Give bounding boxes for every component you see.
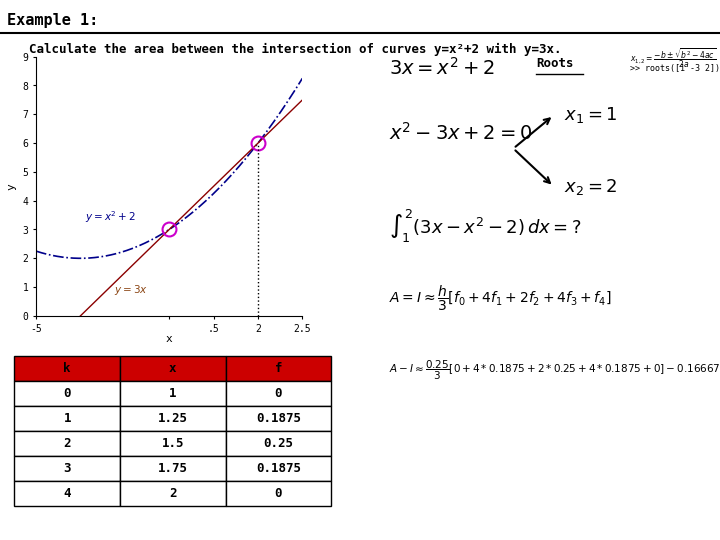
Text: Calculate the area between the intersection of curves y=x²+2 with y=3x.: Calculate the area between the intersect… [29,43,562,56]
Text: >> roots([1 -3 2]): >> roots([1 -3 2]) [630,64,720,73]
Text: $x^2 - 3x + 2 = 0$: $x^2 - 3x + 2 = 0$ [389,122,532,144]
Text: $x_{1,2} = \dfrac{-b \pm \sqrt{b^2 - 4ac}}{2a}$: $x_{1,2} = \dfrac{-b \pm \sqrt{b^2 - 4ac… [630,46,716,70]
Text: $A = I \approx \dfrac{h}{3}\left[f_0 + 4f_1 + 2f_2 + 4f_3 + f_4\right]$: $A = I \approx \dfrac{h}{3}\left[f_0 + 4… [389,284,611,313]
Text: $3x = x^2 + 2$: $3x = x^2 + 2$ [389,57,495,79]
Text: x: x [166,334,173,344]
Text: $A-I \approx \dfrac{0.25}{3}\left[0+4*0.1875+2*0.25+4*0.1875+0\right]-0.16667\,b: $A-I \approx \dfrac{0.25}{3}\left[0+4*0.… [389,359,720,382]
Text: $\int_{1}^{2}(3x - x^2 - 2)\,dx = ?$: $\int_{1}^{2}(3x - x^2 - 2)\,dx = ?$ [389,208,582,245]
Y-axis label: y: y [7,183,17,190]
Text: Example 1:: Example 1: [7,14,99,29]
Text: $x_1 = 1$: $x_1 = 1$ [564,105,617,125]
Text: $y = x^2 + 2$: $y = x^2 + 2$ [85,209,136,225]
Text: $y = 3x$: $y = 3x$ [114,283,148,297]
Text: $x_2 = 2$: $x_2 = 2$ [564,177,617,197]
Text: Roots: Roots [536,57,574,70]
